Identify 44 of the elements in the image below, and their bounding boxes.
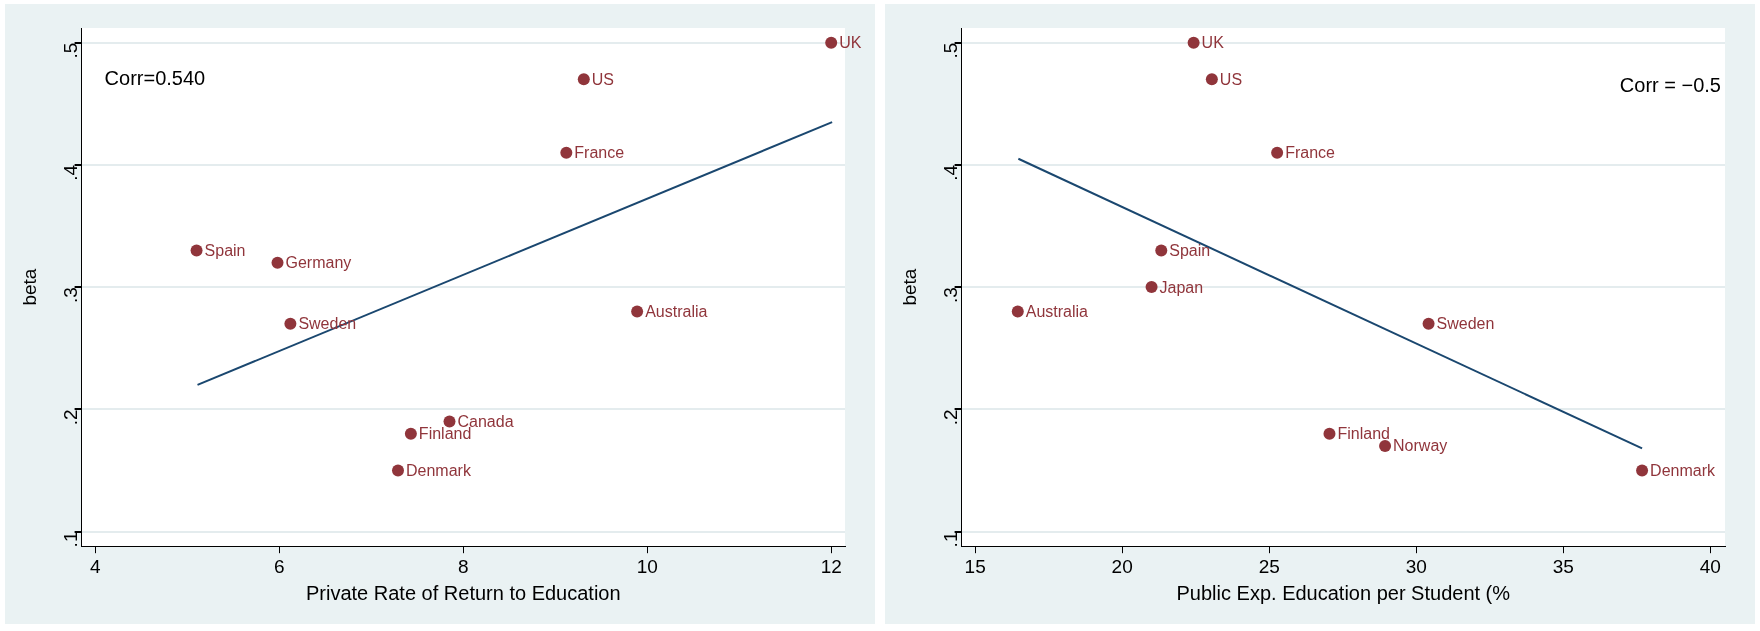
annotation: France (1285, 144, 1336, 162)
x-tick-label: 40 (1699, 555, 1721, 577)
y-tick-label: .3 (939, 287, 961, 303)
y-tick-label: .5 (939, 42, 961, 59)
annotation: UK (839, 34, 862, 52)
annotation: Australia (1025, 302, 1089, 320)
annotation: Australia (645, 302, 708, 320)
annotation: Denmark (406, 461, 472, 479)
y-axis-title: beta (18, 268, 40, 306)
annotation: Corr=0.540 (104, 66, 206, 89)
x-axis-title: Private Rate of Return to Education (305, 581, 621, 604)
x-tick-label: 4 (90, 555, 102, 577)
annotation: US (1219, 70, 1243, 88)
y-tick-label: .2 (59, 409, 81, 426)
x-tick-label: 35 (1552, 555, 1574, 577)
x-tick-label: 12 (820, 555, 842, 577)
annotation: Corr = −0.5 (1619, 73, 1721, 96)
annotation: UK (1201, 34, 1225, 52)
annotation: Japan (1159, 278, 1204, 296)
y-tick-label: .5 (59, 42, 81, 59)
annotation: Sweden (1436, 315, 1495, 333)
x-axis-title: Public Exp. Education per Student (% (1176, 581, 1511, 604)
annotation: US (591, 70, 615, 88)
y-tick-label: .2 (939, 409, 961, 426)
annotation: Denmark (1650, 461, 1716, 479)
y-axis-title: beta (898, 268, 920, 306)
x-tick-label: 6 (274, 555, 285, 577)
y-tick-label: .3 (59, 287, 81, 303)
annotation: Finland (1337, 425, 1390, 443)
x-tick-label: 25 (1258, 555, 1280, 577)
annotation: Spain (1169, 241, 1211, 259)
x-tick-label: 30 (1405, 555, 1427, 577)
x-tick-label: 20 (1111, 555, 1133, 577)
y-tick-label: .4 (59, 164, 81, 181)
annotation: Norway (1393, 437, 1448, 455)
y-tick-label: .1 (59, 531, 81, 548)
x-tick-label: 8 (458, 555, 469, 577)
y-tick-label: .1 (939, 531, 961, 548)
annotation: Germany (285, 254, 352, 272)
x-tick-label: 15 (964, 555, 986, 577)
annotation: France (574, 144, 625, 162)
x-tick-label: 10 (636, 555, 658, 577)
annotation: Spain (204, 241, 246, 259)
y-tick-label: .4 (939, 164, 961, 181)
